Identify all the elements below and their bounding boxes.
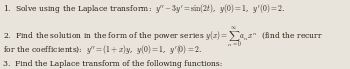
Text: for the coefficients):  $y'' = (1+x)y$,  $y(0) = 1$,  $y'(0) = 2$.: for the coefficients): $y'' = (1+x)y$, $…: [3, 43, 202, 56]
Text: 1.  Solve using the Laplace transform:  $y'' - 3y' = \sin(2t)$,  $y(0) = 1$,  $y: 1. Solve using the Laplace transform: $y…: [3, 2, 285, 15]
Text: 2.  Find the solution in the form of the power series $y(x) = \sum_{n=0}^{\infty: 2. Find the solution in the form of the …: [3, 26, 323, 49]
Text: 3.  Find the Laplace transform of the following functions:: 3. Find the Laplace transform of the fol…: [3, 60, 222, 68]
